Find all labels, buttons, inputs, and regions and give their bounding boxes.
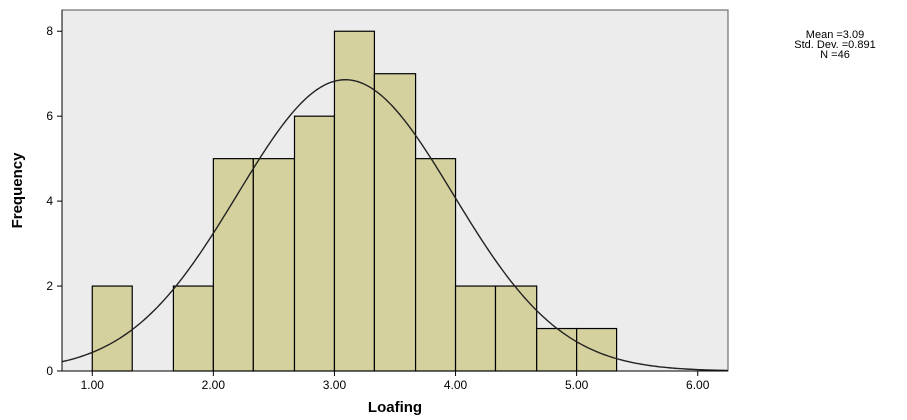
- x-axis: 1.00 2.00 3.00 4.00 5.00 6.00: [62, 370, 728, 392]
- y-tick-label: 6: [46, 109, 53, 123]
- histogram-bar: [212, 158, 254, 372]
- y-tick-label: 0: [46, 364, 53, 378]
- histogram-bar: [494, 285, 538, 372]
- x-tick-label: 2.00: [202, 378, 226, 392]
- y-tick-label: 2: [46, 279, 53, 293]
- histogram-bar: [252, 158, 296, 372]
- std-dev-stat: Std. Dev. =0.891: [794, 39, 876, 51]
- normal-curve: [61, 79, 729, 372]
- histogram-bar: [454, 285, 497, 372]
- x-tick-label: 4.00: [444, 378, 468, 392]
- histogram-bar: [414, 158, 457, 372]
- n-stat: N =46: [820, 49, 850, 61]
- histogram-bar: [293, 115, 336, 372]
- histogram-bar: [373, 73, 417, 372]
- mean-stat: Mean =3.09: [805, 29, 865, 41]
- histogram-bar: [576, 327, 618, 372]
- histogram-bar: [91, 285, 133, 372]
- y-tick-label: 8: [46, 24, 53, 38]
- histogram-bars: [91, 30, 618, 372]
- histogram-bar: [536, 327, 578, 372]
- y-tick-label: 4: [46, 194, 53, 208]
- histogram-bar: [333, 30, 376, 372]
- histogram-bar: [172, 285, 214, 372]
- y-axis: 0 2 4 6 8: [46, 10, 63, 378]
- x-tick-label: 3.00: [323, 378, 347, 392]
- summary-statistics: Mean =3.09 Std. Dev. =0.891 N =46: [760, 29, 907, 61]
- y-axis-title: Frequency: [9, 152, 26, 229]
- x-tick-label: 5.00: [565, 378, 589, 392]
- x-axis-title: Loafing: [368, 399, 422, 416]
- x-tick-label: 6.00: [686, 378, 710, 392]
- x-tick-label: 1.00: [81, 378, 105, 392]
